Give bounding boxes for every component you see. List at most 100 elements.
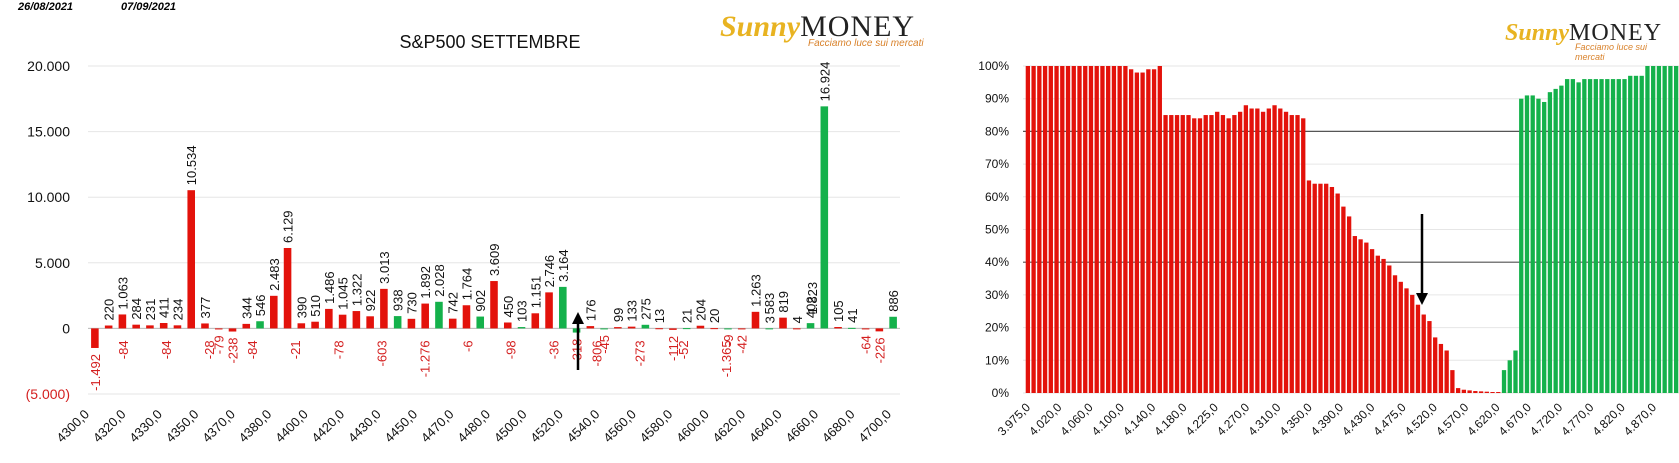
data-label: 133: [625, 300, 640, 322]
data-label: 902: [473, 290, 488, 312]
data-label: 3.013: [377, 251, 392, 284]
x-tick-label: 4.310,0: [1245, 400, 1283, 438]
red-bar: [1335, 193, 1340, 393]
green-bar: [1616, 79, 1621, 393]
bar: [421, 303, 429, 329]
red-bar: [1128, 69, 1134, 394]
bar: [600, 328, 608, 330]
red-bar: [1283, 111, 1289, 393]
red-bar: [1415, 304, 1421, 393]
red-bar: [1455, 388, 1461, 393]
data-label: 3.164: [556, 249, 571, 282]
data-label: 234: [170, 299, 185, 321]
red-bar: [1295, 115, 1300, 394]
bar: [146, 325, 154, 329]
cumulative-percent-chart: 100% 90% 80% 70% 60% 50% 40% 30% 20% 10% 0%3.975,0…: [979, 59, 1679, 438]
bar: [256, 321, 264, 329]
data-label: 1.063: [115, 277, 130, 310]
data-label: 204: [693, 299, 708, 321]
data-label: 10.534: [184, 145, 199, 185]
green-bar: [1519, 98, 1524, 393]
red-bar: [1226, 118, 1231, 393]
green-bar: [1547, 92, 1553, 393]
sunny-money-logo-right: SunnyMONEY Facciamo luce sui mercati: [1505, 20, 1679, 62]
bar: [848, 327, 856, 329]
bar: [311, 321, 319, 329]
bar: [325, 308, 333, 329]
data-label: 922: [363, 290, 378, 312]
red-bar: [1157, 66, 1162, 393]
data-label: 1.892: [418, 266, 433, 299]
green-bar: [1553, 88, 1558, 393]
x-tick-label: 4.820,0: [1590, 400, 1628, 438]
red-bar: [1249, 108, 1254, 393]
x-tick-label: 4580,0: [637, 407, 676, 446]
data-label: -603: [374, 340, 389, 366]
data-label: 6.129: [281, 210, 296, 243]
red-bar: [1324, 183, 1329, 393]
red-bar: [1266, 108, 1271, 393]
data-label: 1.486: [322, 271, 337, 304]
red-bar: [1197, 118, 1203, 393]
y-tick-label: 70%: [985, 157, 1009, 171]
bar: [559, 286, 567, 329]
red-bar: [1077, 66, 1082, 393]
red-bar: [1094, 66, 1099, 393]
x-tick-label: 4430,0: [345, 407, 384, 446]
data-label: 886: [886, 290, 901, 312]
red-bar: [1433, 337, 1438, 393]
red-bar: [1444, 350, 1449, 393]
data-label: 1.045: [336, 277, 351, 310]
data-label: -79: [212, 335, 227, 354]
data-label: -52: [676, 340, 691, 359]
x-tick-label: 4.720,0: [1527, 400, 1565, 438]
red-bar: [1450, 370, 1455, 393]
x-tick-label: 4640,0: [746, 407, 785, 446]
y-tick-label: 80%: [985, 124, 1009, 138]
x-tick-label: 4400,0: [272, 407, 311, 446]
bar: [889, 316, 897, 329]
red-bar: [1151, 69, 1157, 394]
x-tick-label: 4.570,0: [1433, 400, 1471, 438]
data-label: -84: [159, 340, 174, 359]
red-bar: [1329, 186, 1335, 393]
bar: [531, 313, 540, 329]
red-bar: [1369, 249, 1375, 393]
bar: [476, 316, 485, 329]
bar: [448, 318, 457, 329]
data-label: -84: [116, 340, 131, 359]
bar: [104, 325, 113, 329]
red-bar: [1054, 66, 1059, 393]
bar: [779, 317, 787, 329]
red-bar: [1025, 66, 1031, 393]
arrow-head: [572, 312, 584, 324]
data-label: 583: [762, 293, 777, 315]
red-bar: [1031, 66, 1036, 393]
red-bar: [1427, 321, 1432, 393]
green-bar: [1662, 66, 1667, 393]
y-tick-label: 60%: [985, 190, 1009, 204]
green-bar: [1587, 79, 1593, 393]
y-tick-label: 90%: [985, 92, 1009, 106]
x-tick-label: 4.670,0: [1496, 400, 1534, 438]
green-bar: [1639, 75, 1644, 393]
data-label: 231: [143, 299, 158, 321]
red-bar: [1106, 66, 1111, 393]
sunny-money-logo-left: SunnyMONEY Facciamo luce sui mercati: [720, 10, 924, 49]
red-bar: [1174, 115, 1180, 394]
red-bar: [1100, 66, 1105, 393]
red-bar: [1473, 391, 1478, 393]
bar: [297, 323, 306, 329]
y-tick-label: 0%: [992, 386, 1010, 400]
logo-money-text: MONEY: [800, 10, 916, 43]
bar: [614, 327, 622, 329]
x-tick-label: 4.870,0: [1621, 400, 1659, 438]
data-label: 546: [253, 295, 268, 317]
date-end: 07/09/2021: [121, 1, 177, 13]
green-bar: [1628, 75, 1633, 393]
x-tick-label: 4.140,0: [1120, 400, 1158, 438]
data-label: -226: [872, 337, 887, 363]
red-bar: [1042, 66, 1048, 393]
red-bar: [1186, 115, 1191, 394]
green-bar: [1622, 79, 1627, 393]
